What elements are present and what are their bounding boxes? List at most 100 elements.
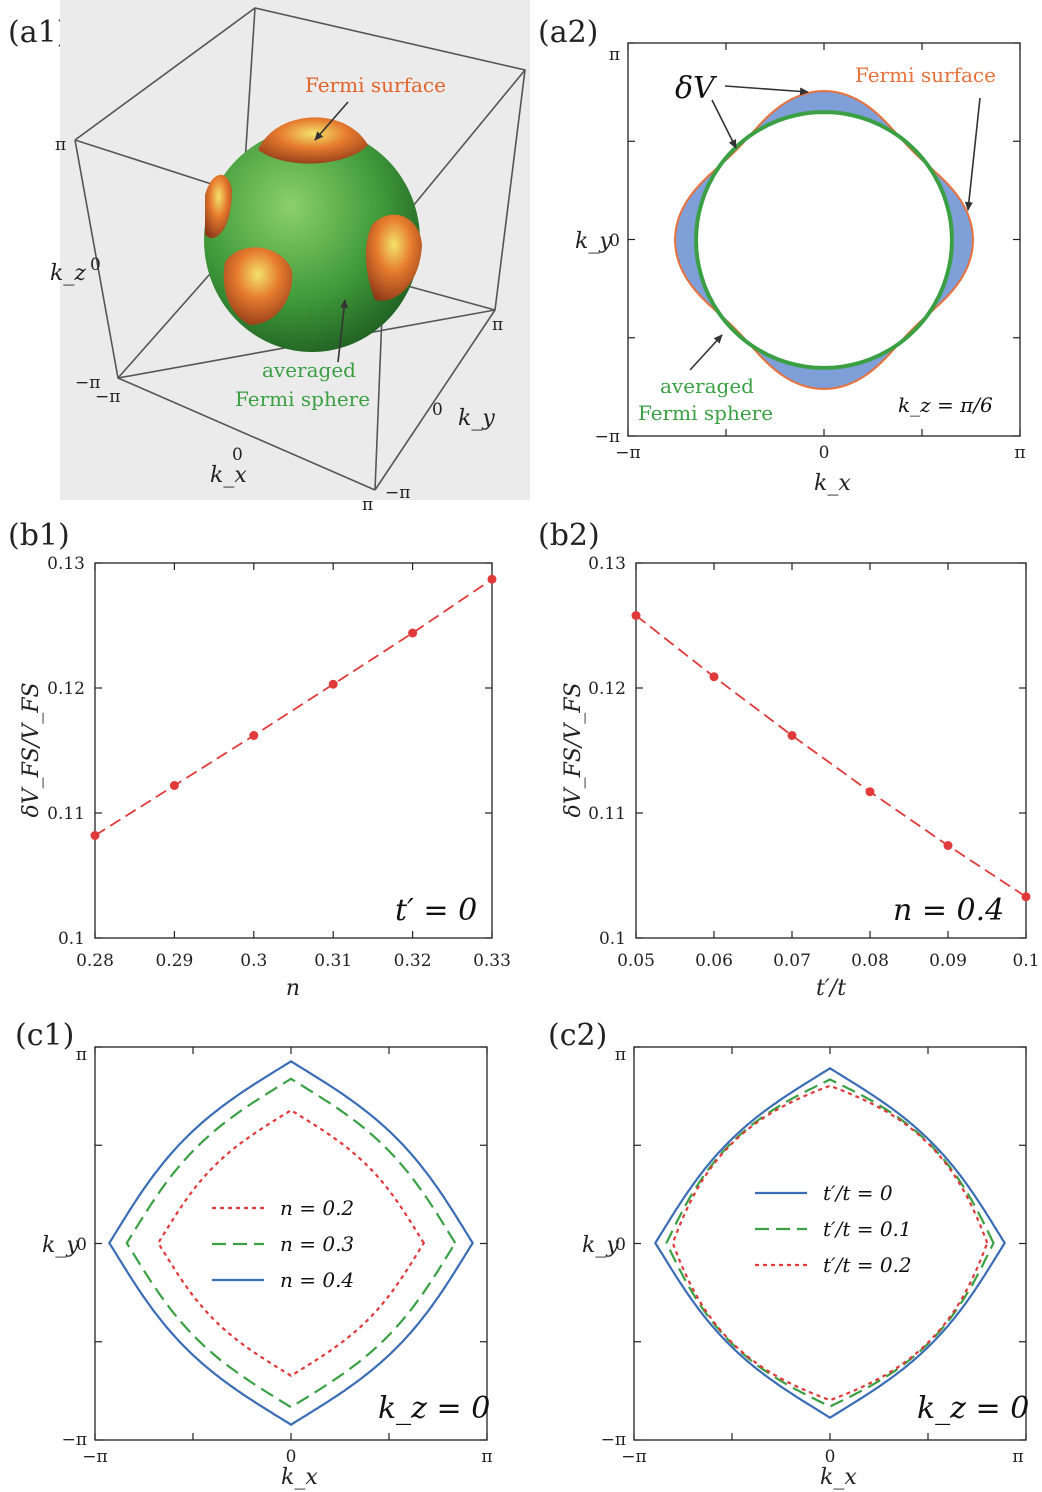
a1-ky-tick-minus-pi: −π (385, 483, 410, 503)
c1-curves (107, 1059, 475, 1427)
a1-kx-tick-pi: π (362, 495, 373, 515)
panel-b1: (b1) 0.28 0.29 0.3 0.31 0.32 0.330.10.110.120… (8, 518, 511, 1001)
c2-xtick-0: 0 (825, 1447, 836, 1467)
a2-kx-label: k_x (814, 471, 851, 496)
b2-xlabel: t′/t (816, 976, 846, 1001)
c1-legend: n = 0.2 n = 0.3 n = 0.4 (212, 1196, 354, 1292)
fermi-surface-cap-left (205, 174, 232, 238)
a2-kz-annotation: k_z = π/6 (898, 393, 993, 417)
a2-delta-v-arrow-2 (711, 99, 737, 149)
c1-xtick-minus-pi: −π (82, 1447, 107, 1467)
c1-annotation: k_z = 0 (378, 1391, 490, 1426)
b2-annotation: n = 0.4 (893, 893, 1004, 928)
b2-frame (635, 562, 1027, 939)
a2-xtick-minus-pi: −π (615, 443, 640, 463)
b2-ylabel: δV_FS/V_FS (561, 682, 586, 817)
a2-xtick-pi: π (1014, 443, 1025, 463)
a2-fermi-surface-arrow (964, 97, 981, 211)
a2-averaged-arrow (689, 334, 723, 371)
c2-ytick-0: 0 (615, 1235, 626, 1255)
b1-tick-labels: 0.28 0.29 0.3 0.31 0.32 0.33 0.1 0.11 0.12 0.13 (47, 554, 511, 971)
a2-ytick-minus-pi: −π (595, 427, 620, 447)
b1-ylabel: δV_FS/V_FS (19, 682, 44, 817)
b2-ytick-label: 0.12 (588, 679, 626, 699)
b1-ytick-label: 0.12 (47, 679, 85, 699)
b2-data-point (787, 731, 797, 740)
c1-legend-label: n = 0.4 (280, 1268, 354, 1292)
c2-ytick-minus-pi: −π (601, 1430, 626, 1450)
b1-data-point (169, 781, 179, 790)
b1-xtick-label: 0.31 (314, 951, 352, 971)
b2-tick-labels: 0.05 0.06 0.07 0.08 0.09 0.1 0.1 0.11 0.12 0.13 (588, 554, 1039, 971)
delta-v-label: δV (675, 71, 718, 106)
b1-series-line (94, 578, 493, 837)
c2-contour (653, 1066, 1007, 1420)
b1-points (90, 574, 497, 840)
panel-label-b2: (b2) (538, 518, 600, 553)
a1-ky-label: k_y (458, 406, 495, 431)
c1-contour (125, 1077, 457, 1409)
c2-xtick-pi: π (1012, 1447, 1023, 1467)
a1-fermi-surface-arrow (314, 101, 349, 141)
b1-data-point (328, 679, 338, 689)
c1-ytick-0: 0 (76, 1235, 87, 1255)
a1-kx-label: k_x (210, 463, 247, 488)
b1-data-point (408, 628, 418, 638)
b1-ytick-label: 0.13 (47, 554, 85, 574)
b2-ytick-label: 0.11 (588, 804, 626, 824)
c2-legend: t′/t = 0 t′/t = 0.1 t′/t = 0.2 (755, 1181, 912, 1277)
panel-label-c1: (c1) (15, 1018, 74, 1053)
a2-averaged-label-line1: averaged (660, 374, 754, 398)
b2-xtick-label: 0.06 (695, 951, 733, 971)
a1-kz-label: k_z (50, 261, 86, 286)
panel-c2: (c2) t′/t = 0 t′/t = 0.1 t′/t = 0.2 k_z = … (548, 1018, 1029, 1490)
c1-xtick-pi: π (481, 1447, 492, 1467)
a1-kx-tick-minus-pi: −π (95, 387, 120, 407)
c1-ylabel: k_y (42, 1233, 79, 1258)
a1-ky-tick-0: 0 (432, 400, 443, 420)
c2-curves (653, 1066, 1007, 1420)
fermi-surface-curve (674, 90, 974, 390)
a1-kz-tick-0: 0 (90, 255, 101, 275)
b1-xtick-label: 0.3 (240, 951, 267, 971)
c2-xtick-minus-pi: −π (621, 1447, 646, 1467)
a1-averaged-arrow (337, 299, 349, 363)
b2-data-point (709, 672, 719, 682)
fermi-surface-cap-right (365, 214, 422, 301)
c1-ytick-minus-pi: −π (62, 1430, 87, 1450)
panel-label-b1: (b1) (8, 518, 70, 553)
b1-ytick-label: 0.11 (47, 804, 85, 824)
panel-label-a2: (a2) (538, 15, 598, 50)
b1-data-point (249, 731, 259, 740)
b2-xtick-label: 0.1 (1012, 951, 1039, 971)
panel-label-c2: (c2) (548, 1018, 607, 1053)
b2-ytick-label: 0.1 (599, 929, 626, 949)
b1-xtick-label: 0.28 (76, 951, 114, 971)
c2-legend-label: t′/t = 0.2 (823, 1253, 912, 1277)
a1-kz-tick-minus-pi: −π (75, 373, 100, 393)
b2-xtick-label: 0.05 (617, 951, 655, 971)
a1-fermi-surface-label: Fermi surface (305, 73, 446, 97)
panel-a1: (a1) Fermi surface averaged Fermi sphere… (8, 0, 530, 515)
c2-legend-label: t′/t = 0 (823, 1181, 893, 1205)
panel-b2: (b2) 0.05 0.06 0.07 0.08 0.09 0.10.10.110.120… (538, 518, 1040, 1001)
a1-ky-tick-pi: π (492, 315, 503, 335)
c1-xlabel: k_x (281, 1465, 318, 1490)
c2-annotation: k_z = 0 (917, 1391, 1029, 1426)
panel-label-a1: (a1) (8, 15, 68, 50)
c1-legend-label: n = 0.2 (280, 1196, 354, 1220)
b1-xtick-label: 0.32 (394, 951, 432, 971)
c2-contour (671, 1084, 989, 1402)
b1-ytick-label: 0.1 (58, 929, 85, 949)
a1-averaged-label-line2: Fermi sphere (235, 387, 370, 411)
a2-averaged-label-line2: Fermi sphere (638, 401, 773, 425)
b1-frame (94, 562, 493, 939)
c2-frame (633, 1046, 1027, 1441)
c1-contour (107, 1059, 475, 1427)
averaged-fermi-circle (694, 110, 954, 370)
b2-series-line (635, 614, 1027, 898)
c2-xlabel: k_x (820, 1465, 857, 1490)
b2-ytick-label: 0.13 (588, 554, 626, 574)
b2-data-point (865, 787, 875, 797)
b1-tick-marks (94, 562, 493, 939)
